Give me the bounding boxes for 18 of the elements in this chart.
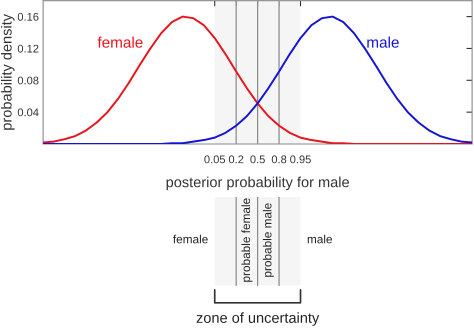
- x-tick-label: 0.5: [250, 155, 265, 164]
- x-tick-label: 0.2: [228, 155, 244, 164]
- y-tick-label: 0.16: [18, 12, 38, 21]
- x-tick-label: 0.05: [204, 155, 226, 164]
- text: probable male: [262, 203, 274, 277]
- y-axis-title: probability density: [0, 14, 15, 130]
- text: male: [308, 234, 332, 244]
- text: probable female: [241, 198, 252, 282]
- x-tick-label: 0.95: [290, 155, 311, 164]
- series-label: male: [367, 36, 399, 48]
- x-tick-label: 0.8: [272, 155, 286, 164]
- y-tick-label: 0.08: [18, 76, 38, 84]
- series-label: female: [98, 36, 143, 48]
- y-tick-label: 0.04: [18, 108, 39, 116]
- text: female: [173, 234, 208, 244]
- text: zone of uncertainty: [196, 312, 320, 326]
- x-axis-title: posterior probability for male: [166, 176, 349, 190]
- y-tick-label: 0.12: [18, 44, 38, 53]
